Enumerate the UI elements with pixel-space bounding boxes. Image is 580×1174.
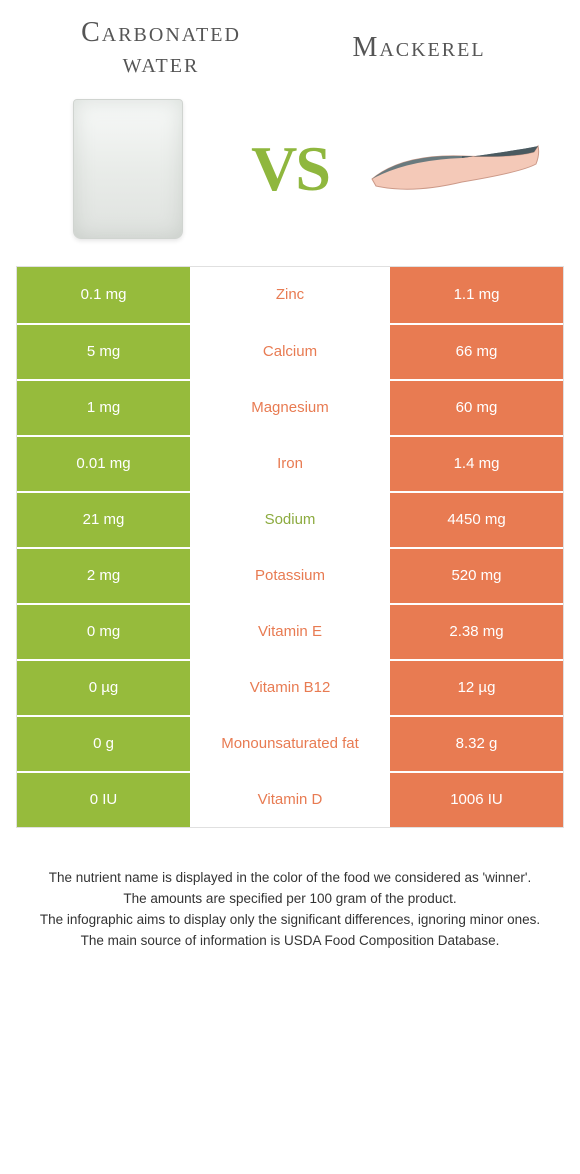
table-row: 0 gMonounsaturated fat8.32 g: [17, 715, 563, 771]
table-row: 0 µgVitamin B1212 µg: [17, 659, 563, 715]
right-value: 520 mg: [388, 549, 563, 603]
footer-line-3: The infographic aims to display only the…: [30, 910, 550, 930]
table-row: 21 mgSodium4450 mg: [17, 491, 563, 547]
nutrient-label: Vitamin E: [192, 605, 388, 659]
table-row: 0 mgVitamin E2.38 mg: [17, 603, 563, 659]
table-row: 0.1 mgZinc1.1 mg: [17, 267, 563, 323]
nutrient-label: Zinc: [192, 267, 388, 323]
left-value: 0 mg: [17, 605, 192, 659]
table-row: 5 mgCalcium66 mg: [17, 323, 563, 379]
left-value: 0.01 mg: [17, 437, 192, 491]
table-row: 2 mgPotassium520 mg: [17, 547, 563, 603]
right-value: 60 mg: [388, 381, 563, 435]
left-value: 1 mg: [17, 381, 192, 435]
nutrient-label: Magnesium: [192, 381, 388, 435]
vs-label: VS: [251, 132, 329, 206]
nutrient-label: Vitamin B12: [192, 661, 388, 715]
left-value: 0 IU: [17, 773, 192, 827]
right-value: 66 mg: [388, 325, 563, 379]
right-value: 8.32 g: [388, 717, 563, 771]
left-value: 5 mg: [17, 325, 192, 379]
header: Carbonated water Mackerel: [12, 18, 568, 80]
right-value: 1.1 mg: [388, 267, 563, 323]
footer-line-4: The main source of information is USDA F…: [30, 931, 550, 951]
footer-line-1: The nutrient name is displayed in the co…: [30, 868, 550, 888]
infographic-container: Carbonated water Mackerel VS 0.1 mgZinc1…: [0, 0, 580, 952]
mackerel-icon: [362, 124, 542, 214]
footer-notes: The nutrient name is displayed in the co…: [12, 828, 568, 952]
nutrient-table: 0.1 mgZinc1.1 mg5 mgCalcium66 mg1 mgMagn…: [16, 266, 564, 828]
left-image: [28, 94, 228, 244]
nutrient-label: Calcium: [192, 325, 388, 379]
title-left: Carbonated water: [32, 18, 290, 80]
right-image: [352, 94, 552, 244]
image-row: VS: [12, 94, 568, 244]
right-value: 2.38 mg: [388, 605, 563, 659]
left-value: 0 g: [17, 717, 192, 771]
nutrient-label: Iron: [192, 437, 388, 491]
left-value: 2 mg: [17, 549, 192, 603]
title-left-line1: Carbonated: [81, 17, 241, 48]
left-value: 0 µg: [17, 661, 192, 715]
footer-line-2: The amounts are specified per 100 gram o…: [30, 889, 550, 909]
title-left-line2: water: [123, 48, 200, 79]
nutrient-label: Sodium: [192, 493, 388, 547]
nutrient-label: Vitamin D: [192, 773, 388, 827]
nutrient-label: Monounsaturated fat: [192, 717, 388, 771]
right-value: 1006 IU: [388, 773, 563, 827]
table-row: 1 mgMagnesium60 mg: [17, 379, 563, 435]
water-glass-icon: [73, 99, 183, 239]
table-row: 0 IUVitamin D1006 IU: [17, 771, 563, 827]
left-value: 21 mg: [17, 493, 192, 547]
right-value: 4450 mg: [388, 493, 563, 547]
right-value: 12 µg: [388, 661, 563, 715]
nutrient-label: Potassium: [192, 549, 388, 603]
title-right: Mackerel: [290, 33, 548, 64]
right-value: 1.4 mg: [388, 437, 563, 491]
left-value: 0.1 mg: [17, 267, 192, 323]
table-row: 0.01 mgIron1.4 mg: [17, 435, 563, 491]
